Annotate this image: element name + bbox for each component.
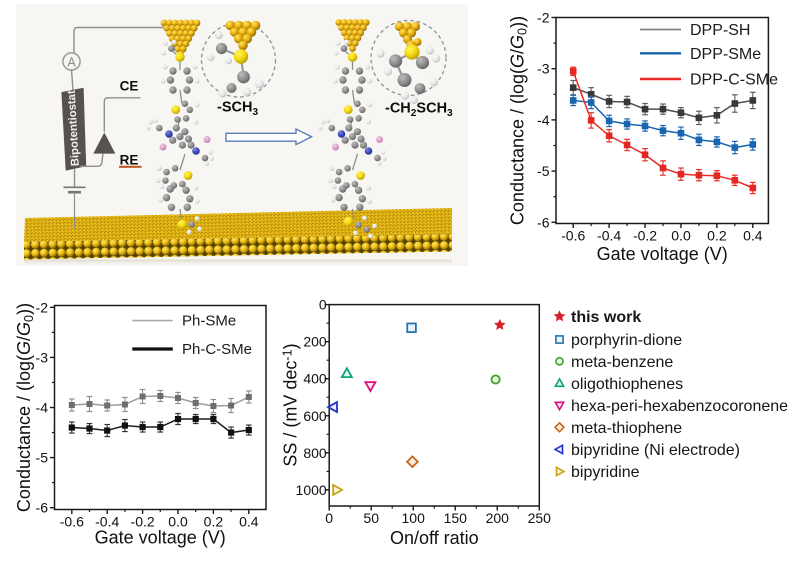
svg-text:-5: -5 [537, 163, 550, 179]
svg-text:meta-benzene: meta-benzene [571, 354, 673, 371]
svg-text:-0.2: -0.2 [131, 514, 155, 530]
svg-text:Ph-SMe: Ph-SMe [182, 313, 236, 330]
svg-text:bipyridine: bipyridine [571, 464, 640, 481]
svg-text:A: A [67, 56, 76, 70]
svg-text:bipyridine (Ni electrode): bipyridine (Ni electrode) [571, 442, 740, 459]
svg-text:Conductance / (log(G/G0)): Conductance / (log(G/G0)) [14, 303, 36, 512]
svg-text:Gate voltage (V): Gate voltage (V) [597, 244, 728, 264]
svg-text:-6: -6 [537, 214, 550, 230]
svg-text:0: 0 [319, 297, 327, 313]
svg-text:-2: -2 [537, 10, 550, 26]
svg-text:-0.6: -0.6 [561, 228, 585, 244]
svg-text:this work: this work [571, 309, 641, 326]
svg-text:-4: -4 [537, 112, 550, 128]
svg-text:1000: 1000 [296, 482, 327, 498]
svg-text:-0.2: -0.2 [633, 228, 657, 244]
svg-text:150: 150 [444, 510, 468, 526]
svg-text:DPP-C-SMe: DPP-C-SMe [690, 72, 778, 89]
svg-text:200: 200 [303, 334, 327, 350]
svg-text:Conductance / (log(G/G0)): Conductance / (log(G/G0)) [508, 16, 530, 225]
svg-text:CE: CE [120, 79, 139, 94]
svg-text:RE: RE [120, 153, 139, 168]
svg-text:oligothiophenes: oligothiophenes [571, 376, 683, 393]
svg-text:800: 800 [303, 445, 327, 461]
svg-text:On/off ratio: On/off ratio [390, 528, 479, 548]
svg-text:100: 100 [402, 510, 426, 526]
svg-text:Gate voltage (V): Gate voltage (V) [95, 528, 226, 548]
svg-text:DPP-SMe: DPP-SMe [690, 46, 761, 63]
svg-text:-3: -3 [36, 349, 49, 365]
svg-text:-CH2SCH3: -CH2SCH3 [385, 101, 453, 120]
svg-text:-0.6: -0.6 [60, 514, 84, 530]
svg-text:-6: -6 [36, 500, 49, 516]
svg-text:Bipotentiostat: Bipotentiostat [66, 90, 82, 167]
svg-text:0.4: 0.4 [239, 514, 259, 530]
svg-text:0.2: 0.2 [707, 228, 727, 244]
svg-text:-5: -5 [36, 450, 49, 466]
svg-text:Ph-C-SMe: Ph-C-SMe [182, 341, 252, 358]
svg-text:200: 200 [486, 510, 510, 526]
svg-text:400: 400 [303, 371, 327, 387]
svg-text:0.0: 0.0 [168, 514, 188, 530]
svg-text:-4: -4 [36, 400, 49, 416]
svg-text:0.2: 0.2 [204, 514, 224, 530]
svg-text:SS / (mV dec-1): SS / (mV dec-1) [281, 343, 301, 466]
svg-text:0.0: 0.0 [671, 228, 691, 244]
svg-text:-2: -2 [36, 299, 49, 315]
svg-text:meta-thiophene: meta-thiophene [571, 420, 682, 437]
svg-text:DPP-SH: DPP-SH [690, 22, 750, 39]
svg-text:600: 600 [303, 408, 327, 424]
svg-text:porphyrin-dione: porphyrin-dione [571, 332, 682, 349]
svg-text:0: 0 [325, 510, 333, 526]
svg-text:250: 250 [528, 510, 552, 526]
svg-text:50: 50 [363, 510, 379, 526]
svg-text:0.4: 0.4 [743, 228, 763, 244]
svg-text:-SCH3: -SCH3 [217, 100, 258, 119]
svg-text:hexa-peri-hexabenzocoronene: hexa-peri-hexabenzocoronene [571, 398, 788, 415]
svg-text:-0.4: -0.4 [95, 514, 119, 530]
svg-text:-0.4: -0.4 [597, 228, 621, 244]
svg-text:-3: -3 [537, 61, 550, 77]
